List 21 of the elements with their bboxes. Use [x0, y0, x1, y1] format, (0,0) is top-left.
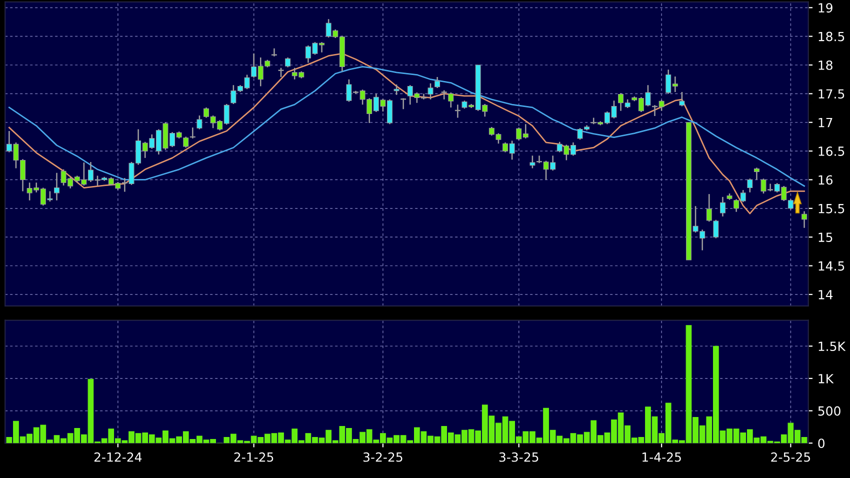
y-tick-label: 16	[818, 175, 832, 185]
y-tick-label: 1.5K	[818, 342, 846, 352]
y-tick-label: 18	[818, 60, 832, 70]
y-tick-label: 1K	[818, 374, 834, 384]
y-tick-label: 17	[818, 118, 832, 128]
y-tick-label: 500	[818, 406, 840, 416]
y-tick-label: 14	[818, 290, 833, 300]
x-tick-label: 3-2-25	[363, 452, 402, 462]
y-tick-label: 18.5	[818, 32, 844, 42]
y-tick-label: 0	[818, 438, 824, 448]
y-tick-label: 15.5	[818, 204, 844, 214]
x-tick-label: 3-3-25	[499, 452, 538, 462]
x-tick-label: 2-1-25	[234, 452, 274, 462]
x-tick-label: 2-5-25	[771, 452, 810, 462]
x-tick-label: 1-4-25	[642, 452, 681, 462]
y-tick-label: 15	[818, 232, 832, 242]
y-tick-label: 14.5	[818, 261, 844, 271]
y-tick-label: 19	[818, 3, 832, 13]
y-tick-label: 16.5	[818, 146, 844, 156]
x-tick-label: 2-12-24	[94, 452, 142, 462]
y-tick-label: 17.5	[818, 89, 844, 99]
